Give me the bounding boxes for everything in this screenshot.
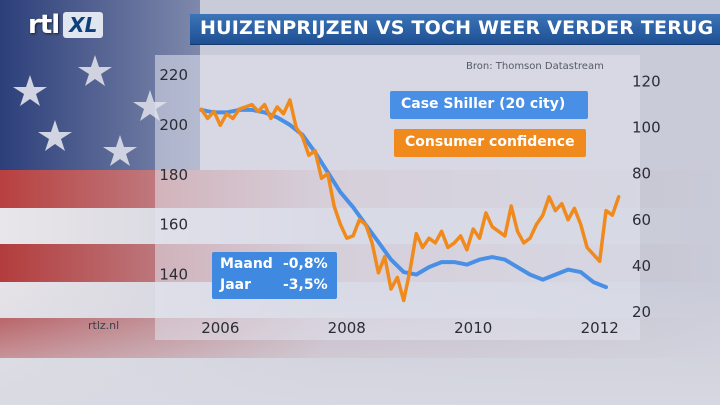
chart-title: HUIZENPRIJZEN VS TOCH WEER VERDER TERUG: [200, 17, 714, 39]
x-tick-label: 2008: [328, 319, 366, 337]
right-tick-label: 20: [632, 303, 651, 321]
left-tick-label: 180: [159, 166, 188, 184]
legend-consumer-confidence: Consumer confidence: [394, 129, 586, 157]
left-tick-label: 160: [159, 216, 188, 234]
x-tick-label: 2010: [454, 319, 492, 337]
right-tick-label: 60: [632, 211, 651, 229]
stat-year-value: -3,5%: [283, 277, 328, 293]
logo-rtl: rtl: [28, 10, 60, 40]
rtlz-logo: rtl XL: [28, 8, 104, 42]
stat-month-label: Maand: [220, 256, 273, 272]
legend-consumer-confidence-label: Consumer confidence: [405, 134, 575, 150]
stat-month-value: -0,8%: [283, 256, 328, 272]
right-tick-label: 120: [632, 73, 661, 91]
right-axis-ticks: 20 40 60 80 100 120: [632, 73, 661, 321]
stat-year-label: Jaar: [220, 277, 252, 293]
left-tick-label: 220: [159, 66, 188, 84]
stat-month: Maand -0,8%: [220, 256, 328, 272]
legend-case-shiller-label: Case Shiller (20 city): [401, 96, 566, 112]
right-tick-label: 80: [632, 165, 651, 183]
title-bar: HUIZENPRIJZEN VS TOCH WEER VERDER TERUG: [190, 14, 720, 45]
source-label: Bron: Thomson Datastream: [466, 61, 604, 72]
left-tick-label: 200: [159, 116, 188, 134]
logo-xl: XL: [63, 12, 104, 38]
stat-year: Jaar -3,5%: [220, 277, 328, 293]
site-url: rtlz.nl: [88, 319, 120, 332]
right-tick-label: 40: [632, 257, 651, 275]
right-tick-label: 100: [632, 119, 661, 137]
series-layer: [199, 98, 621, 303]
legend-case-shiller: Case Shiller (20 city): [390, 91, 588, 119]
series-consumer-confidence-line: [199, 98, 621, 303]
x-tick-label: 2006: [201, 319, 239, 337]
left-axis-ticks: 140 160 180 200 220: [159, 66, 188, 284]
x-tick-label: 2012: [581, 319, 619, 337]
stats-box: Maand -0,8% Jaar -3,5%: [212, 252, 337, 299]
left-tick-label: 140: [159, 266, 188, 284]
x-axis-ticks: 2006 2008 2010 2012: [201, 319, 619, 337]
